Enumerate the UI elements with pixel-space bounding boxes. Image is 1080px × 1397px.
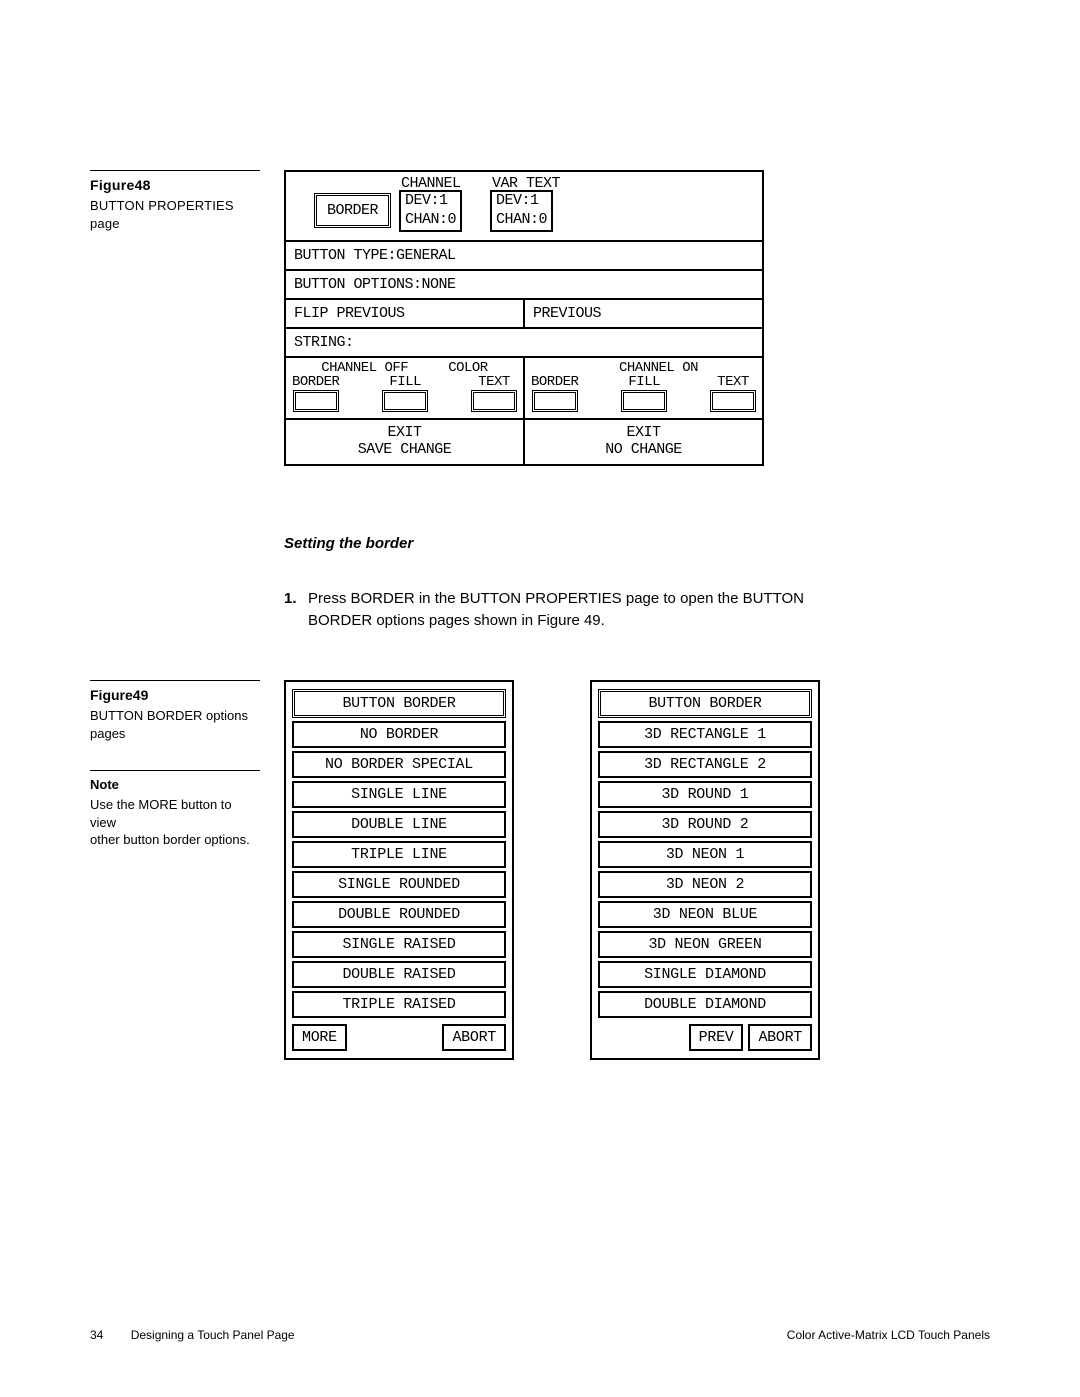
on-fill-label: FILL [621, 374, 667, 390]
on-fill-swatch[interactable] [621, 390, 667, 412]
list-item[interactable]: 3D NEON GREEN [598, 931, 812, 958]
exit-save-button[interactable]: EXIT SAVE CHANGE [286, 420, 523, 465]
list-item[interactable]: NO BORDER SPECIAL [292, 751, 506, 778]
previous-cell[interactable]: PREVIOUS [523, 300, 762, 327]
figure48-caption-2: page [90, 215, 260, 233]
vartext-chan: CHAN:0 [496, 211, 547, 230]
off-border-swatch[interactable] [293, 390, 339, 412]
channel-off-half: CHANNEL OFF COLOR BORDER FILL TEXT [286, 358, 523, 418]
off-fill-label: FILL [382, 374, 428, 390]
note-label: Note [90, 777, 260, 792]
channel-chan: CHAN:0 [405, 211, 456, 230]
figure49-caption-2: pages [90, 725, 260, 743]
button-border-panel-a: BUTTON BORDER NO BORDER NO BORDER SPECIA… [284, 680, 514, 1060]
list-item[interactable]: 3D ROUND 1 [598, 781, 812, 808]
page-number: 34 [90, 1328, 103, 1342]
figure48-label: Figure48 [90, 177, 260, 193]
off-border-label: BORDER [292, 374, 339, 390]
channel-dev: DEV:1 [405, 192, 456, 211]
list-item[interactable]: DOUBLE LINE [292, 811, 506, 838]
abort-button[interactable]: ABORT [442, 1024, 506, 1051]
step-1-number: 1. [284, 588, 308, 610]
on-border-label: BORDER [531, 374, 578, 390]
list-a-title: BUTTON BORDER [292, 689, 506, 718]
footer-left: Designing a Touch Panel Page [131, 1328, 295, 1342]
abort-button[interactable]: ABORT [748, 1024, 812, 1051]
list-item[interactable]: 3D RECTANGLE 2 [598, 751, 812, 778]
button-options-row[interactable]: BUTTON OPTIONS:NONE [286, 269, 762, 298]
list-item[interactable]: 3D NEON 2 [598, 871, 812, 898]
note-text-1: Use the MORE button to view [90, 796, 260, 831]
vartext-dev: DEV:1 [496, 192, 547, 211]
button-properties-panel: BORDER CHANNEL DEV:1 CHAN:0 VAR TEXT DEV… [284, 170, 764, 466]
channel-devbox[interactable]: CHANNEL DEV:1 CHAN:0 [399, 190, 462, 232]
on-border-swatch[interactable] [532, 390, 578, 412]
note-text-2: other button border options. [90, 831, 260, 849]
string-row[interactable]: STRING: [286, 327, 762, 356]
figure48-caption-1: BUTTON PROPERTIES [90, 197, 260, 215]
list-item[interactable]: SINGLE LINE [292, 781, 506, 808]
channel-label: CHANNEL [401, 175, 461, 194]
list-item[interactable]: SINGLE ROUNDED [292, 871, 506, 898]
list-item[interactable]: DOUBLE ROUNDED [292, 901, 506, 928]
list-item[interactable]: TRIPLE RAISED [292, 991, 506, 1018]
off-text-swatch[interactable] [471, 390, 517, 412]
off-fill-swatch[interactable] [382, 390, 428, 412]
figure49-label: Figure49 [90, 687, 260, 703]
step-1: 1.Press BORDER in the BUTTON PROPERTIES … [284, 588, 924, 632]
list-item[interactable]: 3D NEON 1 [598, 841, 812, 868]
channel-on-half: CHANNEL ON BORDER FILL TEXT [523, 358, 762, 418]
list-item[interactable]: TRIPLE LINE [292, 841, 506, 868]
list-item[interactable]: SINGLE DIAMOND [598, 961, 812, 988]
off-text-label: TEXT [471, 374, 517, 390]
button-border-panel-b: BUTTON BORDER 3D RECTANGLE 1 3D RECTANGL… [590, 680, 820, 1060]
list-item[interactable]: SINGLE RAISED [292, 931, 506, 958]
border-button[interactable]: BORDER [314, 193, 391, 228]
list-b-title: BUTTON BORDER [598, 689, 812, 718]
list-item[interactable]: NO BORDER [292, 721, 506, 748]
footer-right: Color Active-Matrix LCD Touch Panels [787, 1328, 990, 1342]
vartext-label: VAR TEXT [492, 175, 560, 194]
page-footer: 34 Designing a Touch Panel Page Color Ac… [90, 1328, 990, 1342]
list-item[interactable]: DOUBLE DIAMOND [598, 991, 812, 1018]
more-button[interactable]: MORE [292, 1024, 347, 1051]
figure48-sidebar: Figure48 BUTTON PROPERTIES page [90, 170, 260, 232]
step-1-text-1: Press BORDER in the BUTTON PROPERTIES pa… [308, 590, 804, 607]
exit-nochange-button[interactable]: EXIT NO CHANGE [523, 420, 762, 465]
prev-button[interactable]: PREV [689, 1024, 744, 1051]
figure49-caption-1: BUTTON BORDER options [90, 707, 260, 725]
list-item[interactable]: 3D NEON BLUE [598, 901, 812, 928]
flip-previous-cell[interactable]: FLIP PREVIOUS [286, 300, 523, 327]
list-item[interactable]: 3D ROUND 2 [598, 811, 812, 838]
section-heading: Setting the border [284, 535, 413, 552]
vartext-devbox[interactable]: VAR TEXT DEV:1 CHAN:0 [490, 190, 553, 232]
step-1-text-2: BORDER options pages shown in Figure 49. [308, 610, 924, 632]
button-type-row[interactable]: BUTTON TYPE:GENERAL [286, 240, 762, 269]
on-text-label: TEXT [710, 374, 756, 390]
list-item[interactable]: 3D RECTANGLE 1 [598, 721, 812, 748]
on-text-swatch[interactable] [710, 390, 756, 412]
list-item[interactable]: DOUBLE RAISED [292, 961, 506, 988]
figure49-sidebar: Figure49 BUTTON BORDER options pages Not… [90, 680, 260, 849]
